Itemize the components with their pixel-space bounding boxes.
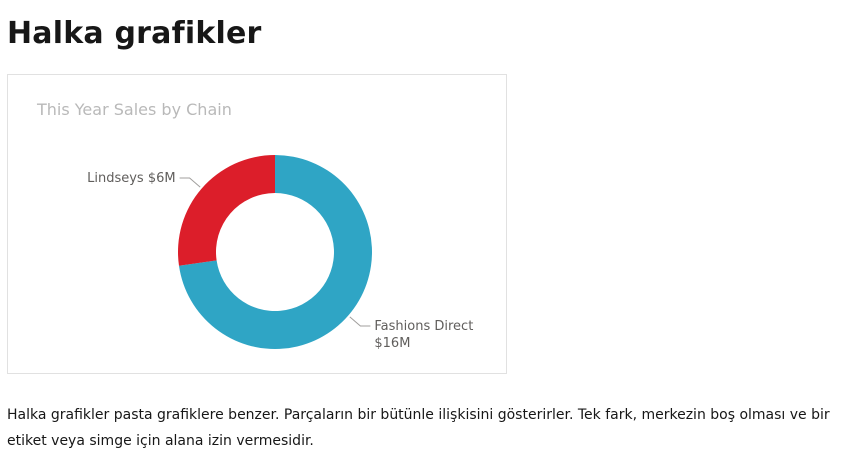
donut-slice-lindseys[interactable] (178, 155, 275, 266)
leader-line (349, 316, 371, 327)
donut-slice-fashions-direct[interactable] (178, 155, 372, 350)
page-heading: Halka grafikler (7, 16, 262, 51)
donut-chart-svg: Fashions Direct $16M Lindseys $6M (87, 155, 473, 351)
data-label: Lindseys $6M (87, 171, 175, 186)
data-label: Fashions Direct $16M (374, 319, 473, 351)
donut-chart-visual[interactable]: This Year Sales by Chain Fashions Direct… (7, 74, 507, 374)
chart-title: This Year Sales by Chain (37, 100, 232, 119)
description-paragraph: Halka grafikler pasta grafiklere benzer.… (7, 407, 830, 449)
leader-line (179, 177, 201, 188)
